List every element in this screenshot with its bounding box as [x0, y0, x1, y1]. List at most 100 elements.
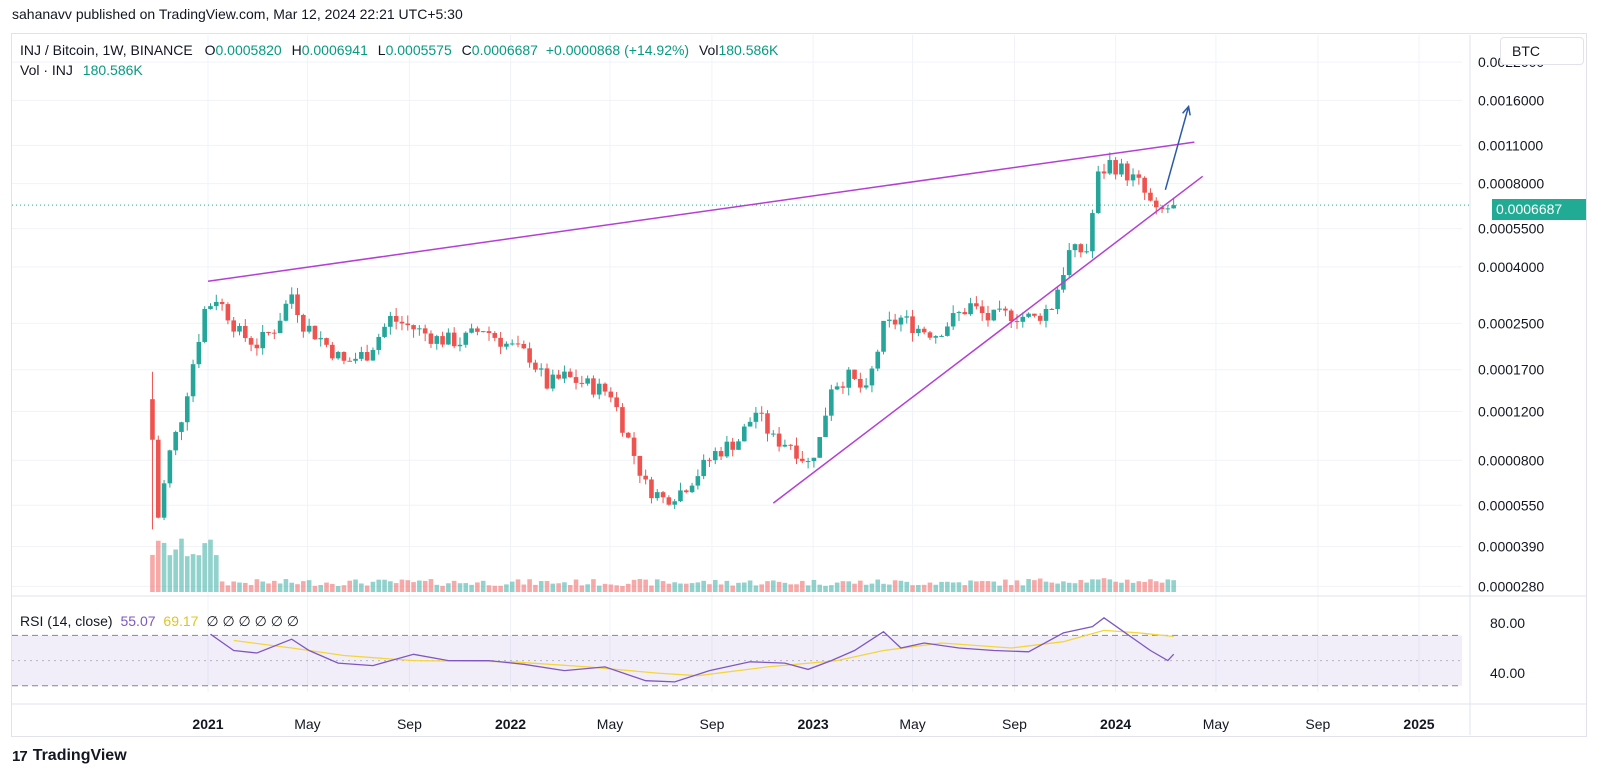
volume-bar: [231, 581, 236, 592]
footer-brand[interactable]: 17 TradingView: [12, 747, 127, 765]
candle-body: [1165, 208, 1171, 210]
volume-bar: [794, 584, 799, 592]
candle-body: [759, 412, 764, 414]
volume-bar: [596, 585, 602, 592]
volume-bar: [1055, 583, 1060, 592]
volume-bar: [248, 585, 254, 592]
volume-bar: [759, 584, 764, 592]
volume-bar: [341, 585, 347, 592]
candle-body: [364, 352, 370, 361]
volume-bar: [852, 583, 857, 592]
symbol-label[interactable]: INJ / Bitcoin, 1W, BINANCE: [20, 42, 193, 58]
volume-bar: [869, 583, 875, 592]
candle-body: [399, 321, 405, 324]
candle-body: [805, 461, 811, 463]
volume-bar: [289, 582, 295, 592]
volume-bar: [834, 582, 840, 592]
volume-bar: [411, 582, 416, 592]
volume-bar: [1084, 582, 1089, 592]
candle-body: [846, 369, 852, 388]
rsi-legend: RSI (14, close) 55.07 69.17 ∅ ∅ ∅ ∅ ∅ ∅: [20, 613, 299, 630]
volume-bar: [910, 585, 915, 592]
volume-bar: [283, 579, 289, 592]
projection-arrow-head: [1182, 104, 1191, 116]
candle-body: [631, 437, 637, 456]
volume-study-label[interactable]: Vol · INJ: [20, 62, 73, 78]
price-tick-label: 0.0008000: [1478, 176, 1544, 192]
candle-body: [1119, 163, 1124, 175]
vol-label: Vol: [698, 42, 719, 58]
candle-body: [956, 312, 962, 314]
candle-body: [463, 332, 469, 345]
volume-bar: [823, 585, 828, 592]
candle-body: [985, 313, 991, 321]
candle-body: [277, 320, 283, 334]
high-label: H: [291, 42, 302, 58]
volume-bar: [1090, 579, 1095, 592]
price-tick-label: 0.0001700: [1478, 362, 1544, 378]
candle-body: [852, 369, 857, 379]
volume-bar: [800, 580, 805, 592]
candle-body: [504, 343, 509, 347]
volume-bar: [939, 581, 944, 592]
candle-body: [730, 441, 735, 450]
rsi-study-label[interactable]: RSI (14, close): [20, 613, 113, 629]
candle-body: [962, 312, 968, 315]
rsi-tick-label: 80.00: [1490, 615, 1525, 631]
candle-body: [509, 343, 515, 345]
rsi-line: [210, 616, 1175, 683]
candle-body: [161, 483, 167, 518]
volume-bar: [1043, 581, 1049, 592]
time-tick-label: 2022: [495, 716, 526, 732]
price-tick-label: 0.0002500: [1478, 315, 1544, 331]
volume-bar: [260, 581, 266, 592]
candle-body: [422, 328, 428, 334]
candle-body: [1066, 250, 1072, 276]
volume-bar: [359, 583, 364, 592]
volume-bar: [614, 585, 619, 592]
volume-bar: [718, 584, 724, 592]
candle-body: [248, 338, 254, 345]
candle-body: [190, 364, 196, 397]
candle-body: [892, 319, 898, 325]
candle-body: [1026, 313, 1031, 317]
volume-bar: [155, 540, 161, 592]
volume-bar: [1136, 581, 1142, 592]
volume-bar: [242, 582, 248, 592]
volume-bar: [625, 583, 631, 592]
volume-bar: [388, 581, 393, 592]
volume-bar: [213, 555, 219, 592]
volume-bar: [492, 585, 498, 592]
candle-body: [916, 328, 921, 333]
volume-bar: [254, 579, 260, 592]
volume-bar: [573, 579, 579, 592]
volume-bar: [741, 582, 747, 592]
candle-body: [521, 343, 527, 349]
volume-bar: [933, 584, 939, 592]
volume-bar: [1171, 580, 1176, 592]
volume-bar: [1130, 582, 1136, 592]
candle-body: [312, 325, 318, 340]
volume-bar: [318, 584, 324, 592]
candle-body: [335, 352, 341, 359]
volume-bar: [591, 579, 596, 592]
currency-scale-button[interactable]: BTC: [1500, 37, 1584, 65]
price-tick-label: 0.0000800: [1478, 452, 1544, 468]
volume-bar: [335, 585, 341, 592]
chart-frame: [11, 33, 1587, 737]
candle-body: [898, 317, 904, 325]
candle-body: [869, 368, 875, 386]
candle-body: [1124, 163, 1130, 181]
rsi-value: 55.07: [120, 613, 156, 629]
candle-body: [301, 315, 306, 332]
candle-body: [666, 497, 672, 505]
candle-body: [451, 332, 457, 347]
candle-body: [1130, 174, 1136, 181]
volume-bar: [480, 580, 486, 592]
candle-body: [794, 445, 799, 459]
candle-body: [654, 492, 660, 499]
candle-body: [660, 492, 666, 498]
volume-bar: [683, 583, 689, 592]
candle-body: [231, 320, 236, 332]
